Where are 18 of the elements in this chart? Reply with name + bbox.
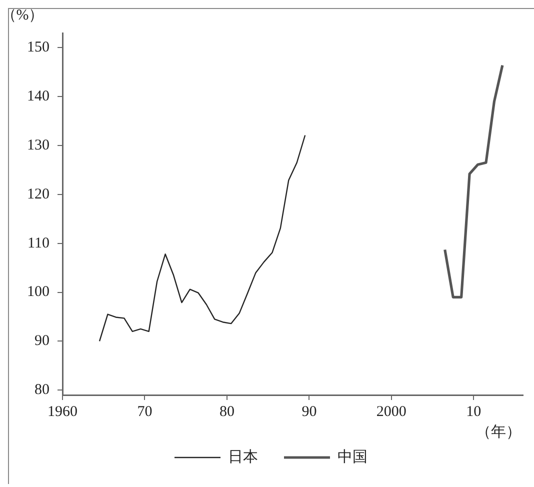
- x-tick-label: 90: [302, 404, 317, 420]
- x-tick-label: 1960: [48, 404, 78, 420]
- x-tick-label: 10: [466, 404, 482, 420]
- x-tick-label: 2000: [376, 404, 406, 420]
- y-tick-label: 130: [27, 137, 50, 154]
- y-tick-label: 100: [27, 284, 50, 300]
- x-tick-label: 80: [219, 404, 234, 420]
- y-tick-label: 80: [34, 382, 50, 398]
- y-axis-title: （%）: [1, 7, 44, 24]
- y-tick-label: 110: [28, 235, 50, 252]
- y-tick-label: 150: [27, 40, 50, 56]
- legend-label: 中国: [338, 448, 368, 466]
- y-tick-label: 90: [34, 333, 50, 350]
- x-tick-label: 70: [137, 404, 152, 420]
- y-tick-label: 120: [27, 186, 50, 202]
- x-axis-title: （年）: [476, 423, 521, 440]
- legend-label: 日本: [228, 448, 258, 466]
- y-tick-label: 140: [27, 88, 50, 105]
